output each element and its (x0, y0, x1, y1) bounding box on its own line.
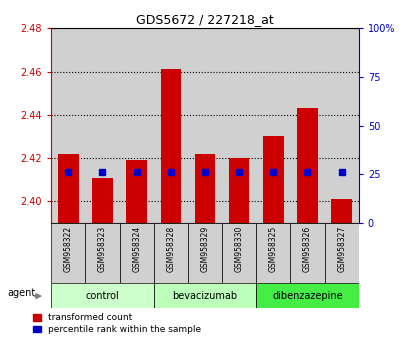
FancyBboxPatch shape (187, 223, 222, 283)
Bar (194, 154, 215, 223)
Bar (92, 178, 112, 223)
FancyBboxPatch shape (256, 223, 290, 283)
Bar (58, 154, 79, 223)
FancyBboxPatch shape (290, 223, 324, 283)
FancyBboxPatch shape (153, 223, 187, 283)
Bar (324, 28, 358, 223)
Legend: transformed count, percentile rank within the sample: transformed count, percentile rank withi… (32, 313, 201, 335)
Text: GSM958323: GSM958323 (98, 226, 107, 272)
Text: GSM958322: GSM958322 (64, 226, 73, 272)
Text: GSM958326: GSM958326 (302, 226, 311, 272)
Text: GSM958330: GSM958330 (234, 226, 243, 273)
Text: GSM958327: GSM958327 (336, 226, 345, 272)
FancyBboxPatch shape (119, 223, 153, 283)
Text: control: control (85, 291, 119, 301)
FancyBboxPatch shape (153, 283, 256, 308)
Bar (228, 158, 249, 223)
Text: GSM958325: GSM958325 (268, 226, 277, 272)
Bar (187, 28, 222, 223)
Text: dibenzazepine: dibenzazepine (272, 291, 342, 301)
FancyBboxPatch shape (51, 223, 85, 283)
FancyBboxPatch shape (85, 223, 119, 283)
FancyBboxPatch shape (256, 283, 358, 308)
Bar (330, 199, 351, 223)
Bar (153, 28, 187, 223)
FancyBboxPatch shape (51, 283, 153, 308)
Bar (290, 28, 324, 223)
Bar (126, 160, 146, 223)
Bar (256, 28, 290, 223)
Bar (160, 69, 181, 223)
Text: GSM958328: GSM958328 (166, 226, 175, 272)
Text: GSM958324: GSM958324 (132, 226, 141, 272)
Bar (222, 28, 256, 223)
Text: GSM958329: GSM958329 (200, 226, 209, 272)
Bar (119, 28, 153, 223)
Bar (297, 108, 317, 223)
FancyBboxPatch shape (222, 223, 256, 283)
Bar (263, 137, 283, 223)
Text: bevacizumab: bevacizumab (172, 291, 237, 301)
Bar (51, 28, 85, 223)
Text: agent: agent (8, 288, 36, 298)
Bar (85, 28, 119, 223)
FancyBboxPatch shape (324, 223, 358, 283)
Title: GDS5672 / 227218_at: GDS5672 / 227218_at (136, 13, 273, 26)
